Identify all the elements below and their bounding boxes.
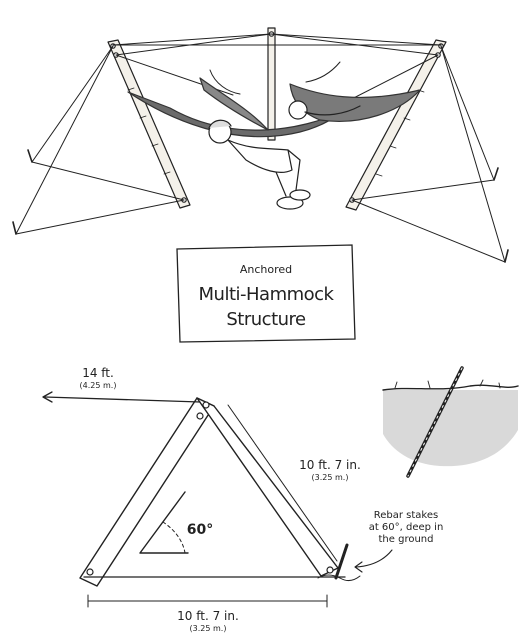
hammocks (127, 61, 421, 138)
right-beam (196, 397, 339, 577)
left-frame-poles (107, 39, 191, 209)
base-length-metric: (3.25 m.) (190, 624, 227, 633)
side-dimension-line (227, 404, 338, 562)
rope-length-metric: (4.25 m.) (80, 381, 117, 390)
title-card: Anchored Multi-Hammock Structure (174, 243, 358, 345)
title-card-frame (176, 244, 356, 343)
callout-arrow (354, 549, 393, 573)
side-length-metric: (3.25 m.) (312, 473, 349, 482)
rope-length-label: 14 ft. (82, 366, 114, 380)
side-length-label: 10 ft. 7 in. (299, 458, 361, 472)
rope-arrow (42, 391, 201, 403)
guy-ropes (12, 45, 509, 263)
rebar-stake (317, 543, 361, 582)
angle-indicator (139, 491, 189, 554)
base-length-label: 10 ft. 7 in. (177, 609, 239, 623)
angle-label: 60° (187, 522, 213, 538)
rebar-note-line2: at 60°, deep in (369, 522, 444, 533)
hammock-structure-drawing (12, 27, 509, 263)
right-frame-poles (345, 39, 447, 211)
ground-cross-section (382, 366, 519, 478)
title-card-line2: Multi-Hammock (198, 284, 334, 305)
left-beam (79, 397, 215, 587)
title-card-line3: Structure (226, 309, 306, 330)
rebar-note-line3: the ground (379, 534, 434, 545)
triangle-frame-diagram (42, 391, 361, 608)
top-ropes (112, 33, 442, 111)
base-dimension-line (87, 594, 328, 608)
rebar-note-line1: Rebar stakes (374, 510, 438, 521)
title-card-line1: Anchored (239, 263, 293, 276)
resting-people (208, 100, 361, 210)
